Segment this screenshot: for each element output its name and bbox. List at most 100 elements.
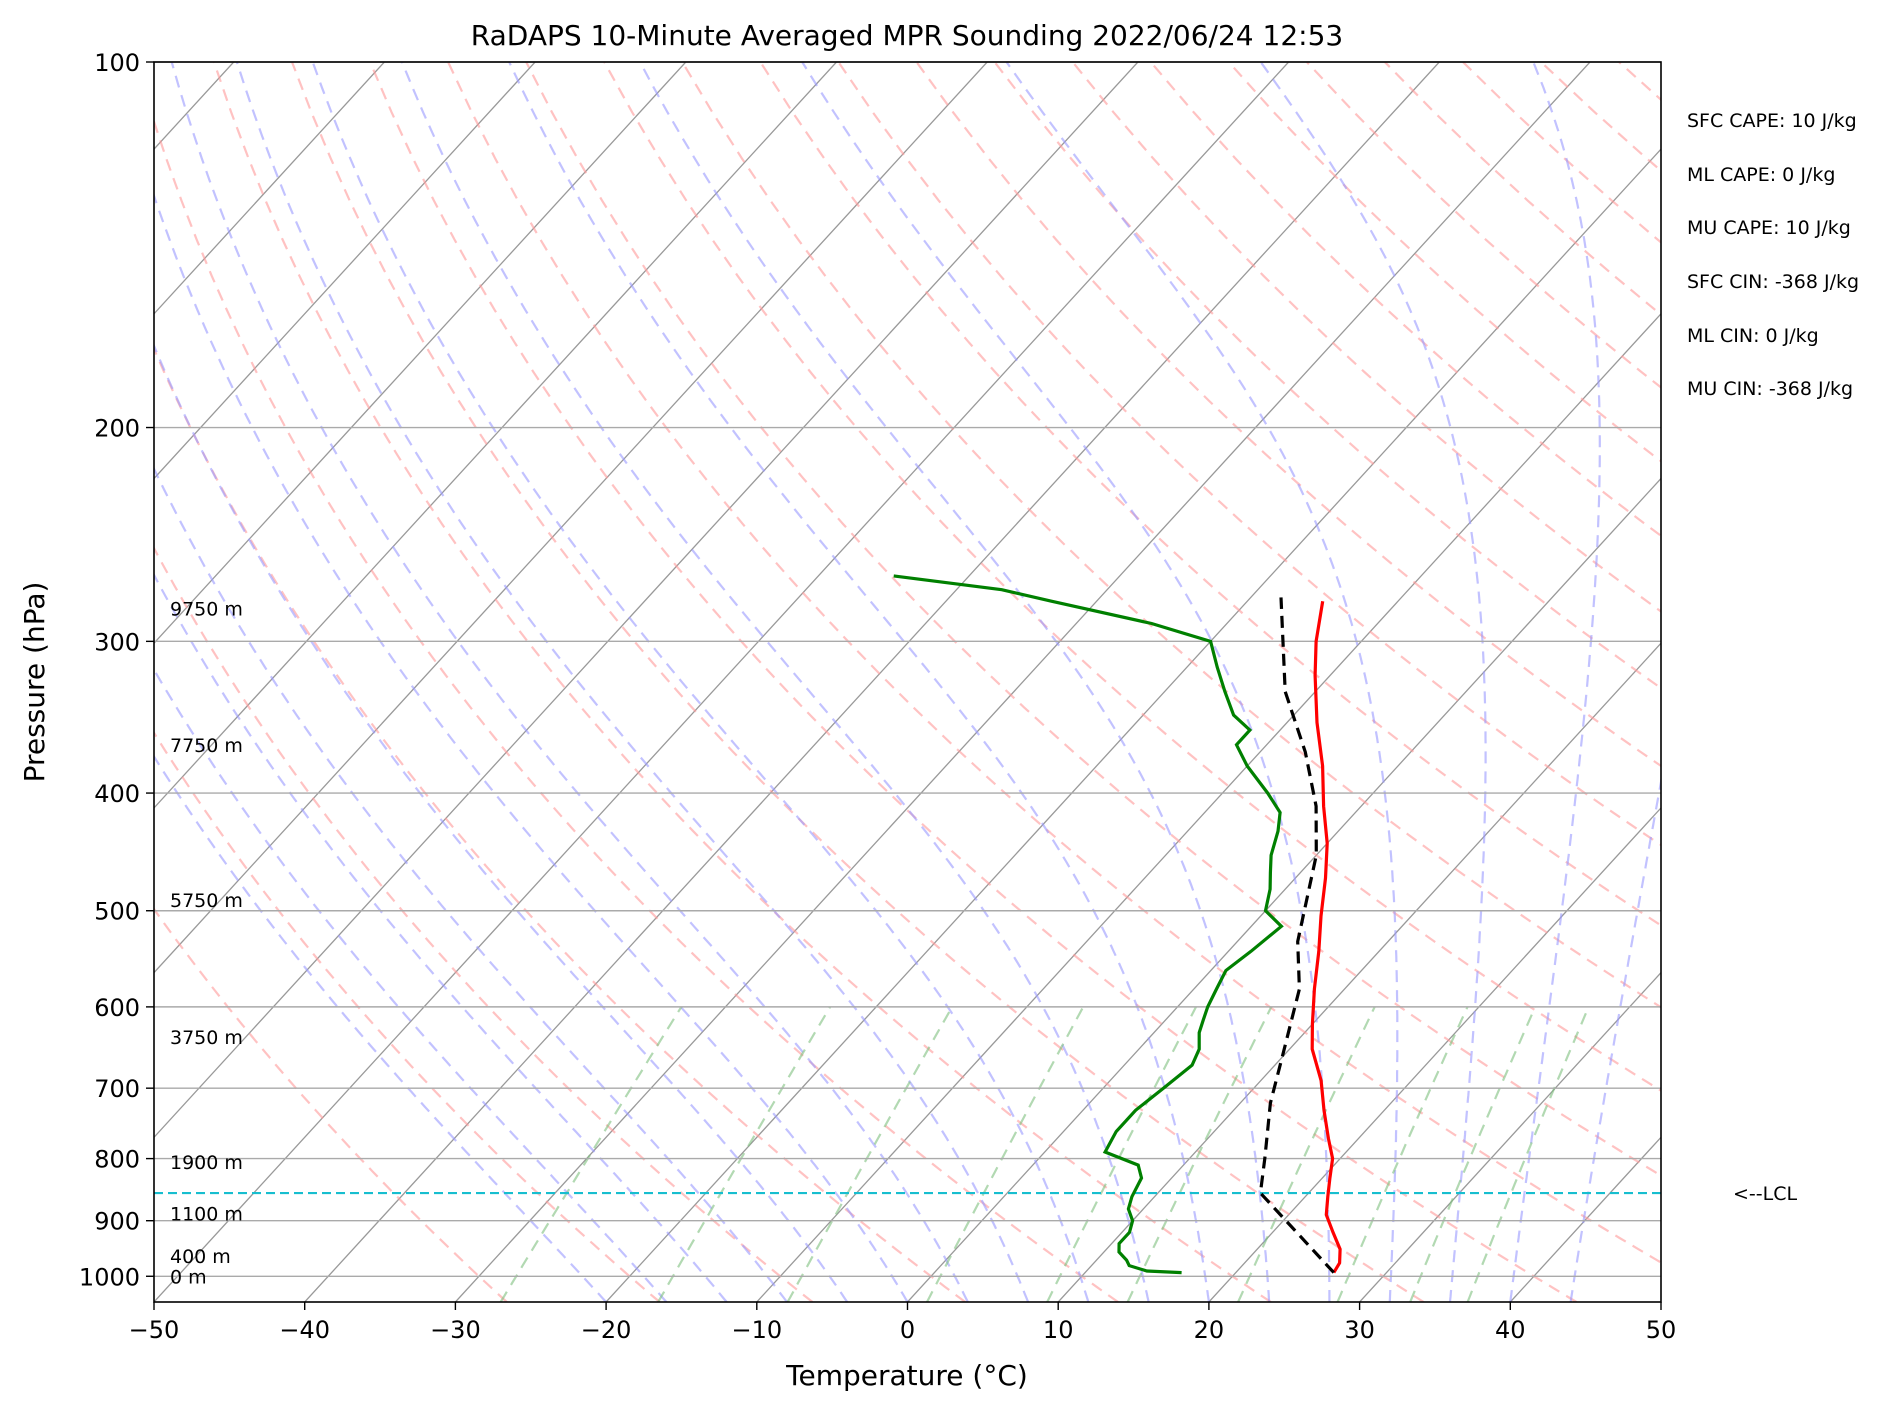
y-tick-label: 500: [94, 898, 140, 926]
height-label: 400 m: [170, 1246, 231, 1268]
isotherm-line: [605, 148, 1661, 1302]
moist-adiabat-line: [154, 192, 909, 1302]
mixing-ratio-line: [1336, 1006, 1469, 1302]
height-label: 1900 m: [170, 1152, 243, 1174]
temperature-profile: [1310, 600, 1342, 1274]
moist-adiabat-line: [170, 62, 969, 1302]
mixing-ratio-line: [657, 1006, 832, 1302]
isotherm-line: [454, 62, 1591, 1302]
x-tick-label: −40: [279, 1316, 330, 1344]
height-label: 5750 m: [170, 890, 243, 912]
y-tick-label: 400: [94, 780, 140, 808]
x-tick-label: −30: [430, 1316, 481, 1344]
moist-adiabat-line: [1569, 775, 1661, 1302]
dry-adiabat-line: [1149, 62, 1661, 538]
moist-adiabat-line: [154, 572, 728, 1302]
x-tick-label: 30: [1344, 1316, 1375, 1344]
x-tick-label: 0: [900, 1316, 915, 1344]
moist-adiabat-line: [1509, 62, 1601, 1302]
dry-adiabat-line: [369, 62, 1578, 1302]
y-tick-label: 700: [94, 1075, 140, 1103]
height-label: 0 m: [170, 1266, 207, 1288]
stat-sfc-cape: SFC CAPE: 10 J/kg: [1687, 110, 1857, 132]
isotherm-line: [1208, 806, 1661, 1302]
moist-adiabat-line: [400, 62, 1150, 1302]
isotherm-line: [756, 312, 1661, 1302]
y-tick-label: 300: [94, 628, 140, 656]
stat-sfc-cin: SFC CIN: -368 J/kg: [1687, 271, 1860, 293]
dry-adiabat-line: [915, 62, 1661, 768]
x-tick-label: −20: [581, 1316, 632, 1344]
y-axis-label: Pressure (hPa): [18, 582, 51, 783]
x-tick-label: 40: [1495, 1316, 1526, 1344]
moist-adiabat-line: [154, 754, 607, 1302]
stat-mu-cape: MU CAPE: 10 J/kg: [1687, 217, 1851, 239]
moist-adiabat-line: [154, 466, 788, 1302]
x-tick-label: −50: [129, 1316, 180, 1344]
dry-adiabat-line: [212, 62, 1272, 1302]
isotherm-line: [154, 62, 536, 480]
dry-adiabat-line: [681, 62, 1661, 1009]
moist-adiabat-line: [154, 667, 668, 1302]
mixing-ratio-line: [1126, 1006, 1273, 1302]
isotherm-line: [907, 477, 1661, 1302]
stat-mu-cin: MU CIN: -368 J/kg: [1687, 378, 1854, 400]
isotherm-line: [154, 62, 1139, 1139]
y-tick-label: 200: [94, 415, 140, 443]
moist-adiabat-line: [1259, 62, 1487, 1302]
height-label: 3750 m: [170, 1027, 243, 1049]
isotherm-line: [1509, 1136, 1661, 1302]
mixing-ratio-line: [1466, 1006, 1590, 1302]
chart-title: RaDAPS 10-Minute Averaged MPR Sounding 2…: [471, 19, 1343, 52]
dry-adiabat-line: [154, 730, 661, 1302]
isotherm-line: [1660, 1301, 1661, 1302]
dry-adiabat-line: [290, 62, 1425, 1302]
mixing-ratio-line: [1046, 1006, 1197, 1302]
isotherm-line: [154, 62, 687, 645]
height-label: 7750 m: [170, 735, 243, 757]
mixing-ratio-line: [926, 1006, 1085, 1302]
x-axis-label: Temperature (°C): [785, 1359, 1028, 1392]
moist-adiabat-line: [1005, 62, 1399, 1302]
lcl-label: <--LCL: [1733, 1183, 1798, 1205]
isotherm-line: [1359, 971, 1661, 1302]
moist-adiabat-line: [508, 62, 1210, 1302]
y-tick-label: 1000: [79, 1263, 140, 1291]
y-tick-label: 600: [94, 994, 140, 1022]
isotherm-line: [1057, 642, 1661, 1302]
x-tick-label: 50: [1646, 1316, 1677, 1344]
y-tick-label: 900: [94, 1208, 140, 1236]
dry-adiabat-line: [154, 546, 814, 1302]
isotherm-line: [154, 62, 837, 809]
dry-adiabat-line: [759, 62, 1661, 927]
height-label: 9750 m: [170, 599, 243, 621]
stat-ml-cape: ML CAPE: 0 J/kg: [1687, 164, 1836, 186]
dry-adiabat-line: [1462, 62, 1661, 244]
x-tick-label: 20: [1194, 1316, 1225, 1344]
height-label: 1100 m: [170, 1204, 243, 1226]
isotherm-line: [1812, 62, 1899, 1302]
isotherm-line: [304, 62, 1440, 1302]
moist-adiabat-line: [311, 62, 1090, 1302]
parcel-profile: [1258, 597, 1335, 1274]
dry-adiabat-line: [154, 118, 1119, 1302]
dry-adiabat-line: [447, 62, 1661, 1264]
y-tick-label: 800: [94, 1146, 140, 1174]
dry-adiabat-line: [1384, 62, 1661, 316]
stat-ml-cin: ML CIN: 0 J/kg: [1687, 325, 1819, 347]
x-tick-label: −10: [731, 1316, 782, 1344]
moist-adiabat-line: [154, 343, 849, 1302]
isotherm-line: [154, 62, 385, 315]
mixing-ratio-line: [1409, 1006, 1537, 1302]
dry-adiabat-line: [154, 346, 966, 1302]
mixing-ratio-line: [499, 1006, 683, 1302]
dry-adiabat-line: [525, 62, 1661, 1177]
dry-adiabat-line: [1540, 62, 1661, 173]
dry-adiabat-line: [993, 62, 1661, 690]
y-tick-label: 100: [94, 49, 140, 77]
dewpoint-profile: [893, 574, 1284, 1275]
dry-adiabat-line: [1071, 62, 1661, 613]
x-tick-label: 10: [1043, 1316, 1074, 1344]
mixing-ratio-line: [1237, 1006, 1376, 1302]
